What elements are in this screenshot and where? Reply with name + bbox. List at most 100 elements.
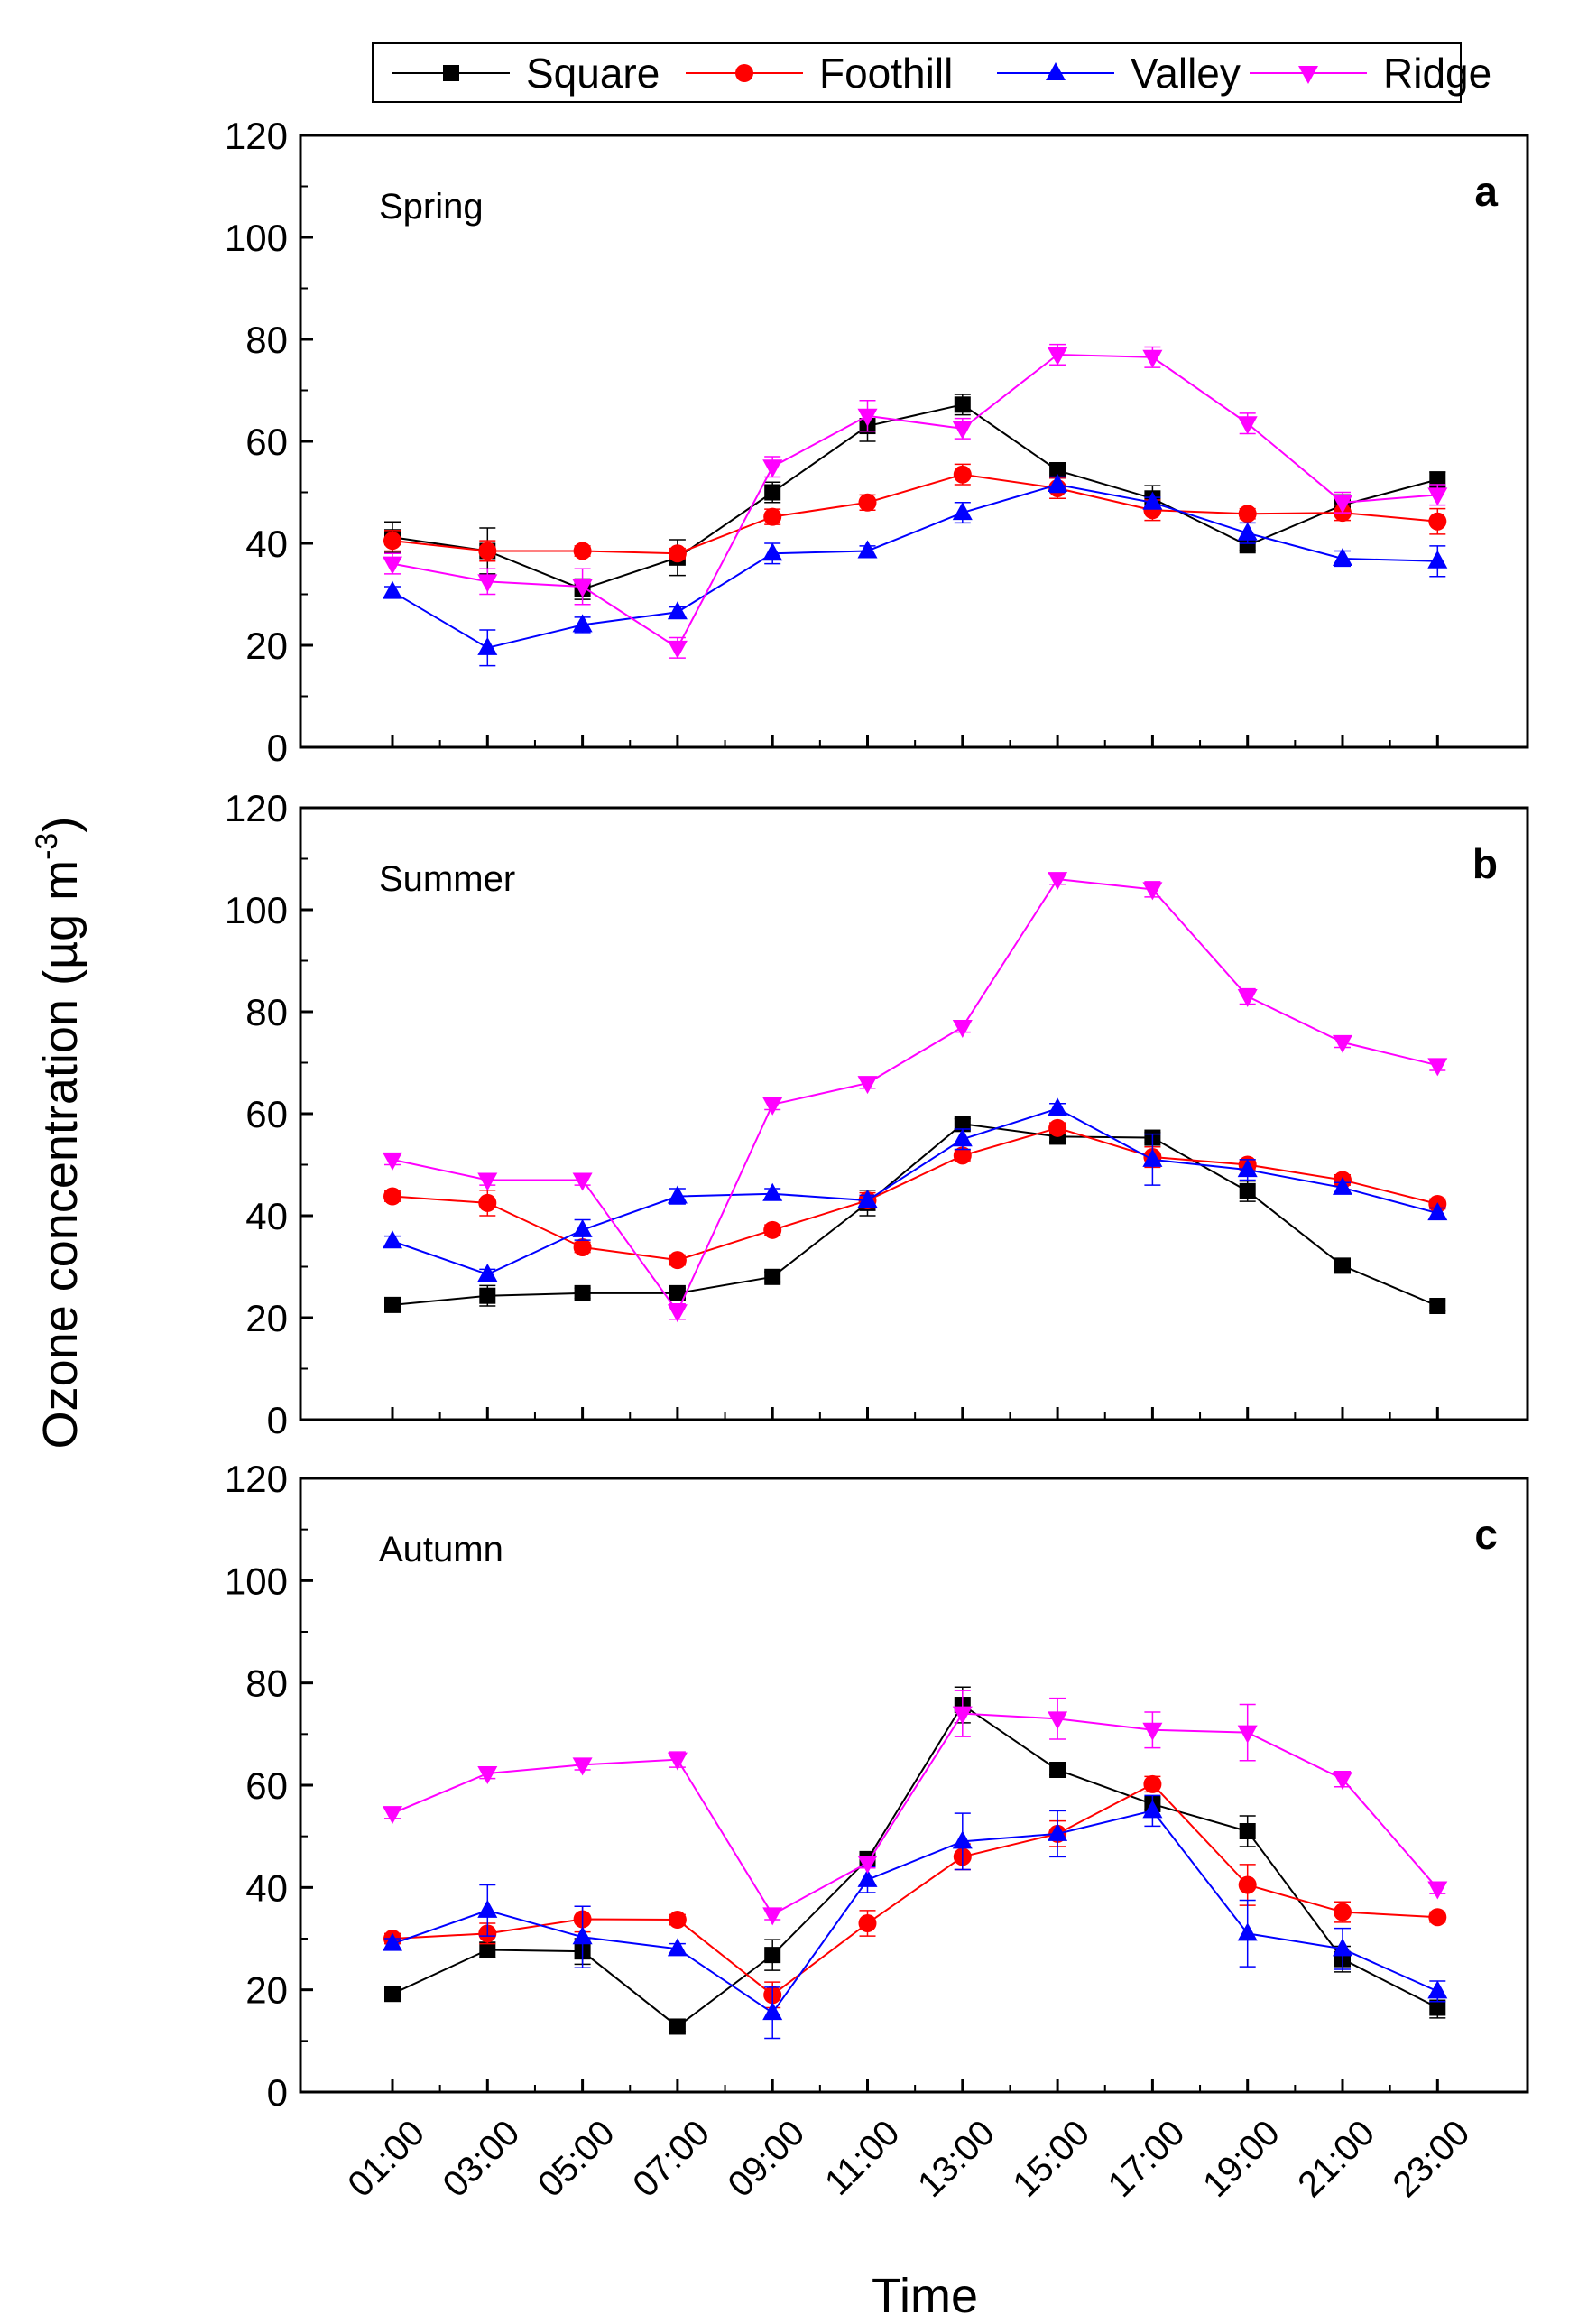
legend-entry-valley: Valley: [997, 50, 1241, 97]
legend-label: Square: [526, 50, 660, 97]
series-square: [384, 1686, 1446, 2035]
data-point: [383, 1932, 402, 1951]
data-point: [1427, 1058, 1448, 1077]
data-point: [764, 484, 781, 501]
data-point: [858, 1914, 877, 1932]
series-line: [392, 1782, 1438, 1996]
data-point: [857, 408, 878, 427]
data-point: [857, 1076, 878, 1095]
y-tick-label: 60: [245, 421, 288, 463]
data-point: [477, 636, 498, 655]
legend-entry-ridge: Ridge: [1250, 50, 1491, 97]
data-point: [572, 579, 593, 598]
legend-marker-circle: [735, 64, 753, 82]
series-line: [392, 1107, 1438, 1276]
data-point: [953, 465, 972, 484]
data-point: [667, 1752, 688, 1771]
data-point: [762, 459, 783, 478]
y-axis-label-main: Ozone concentration (µg m: [33, 860, 88, 1449]
legend-label: Valley: [1131, 50, 1241, 97]
data-point: [477, 1899, 498, 1918]
data-point: [764, 1268, 781, 1285]
data-point: [1142, 349, 1163, 368]
legend-marker-triangle-up: [1046, 62, 1066, 80]
data-point: [573, 1238, 592, 1257]
legend-label: Foothill: [819, 50, 953, 97]
data-point: [667, 1185, 688, 1204]
series-valley: [383, 1097, 1448, 1282]
data-point: [479, 1287, 496, 1304]
data-point: [952, 502, 973, 521]
panel-letter: b: [1472, 840, 1498, 887]
data-point: [478, 1193, 497, 1212]
series-line: [392, 1703, 1438, 2028]
data-point: [383, 1187, 401, 1206]
data-point: [574, 1284, 591, 1301]
data-point: [857, 1856, 878, 1875]
series-line: [392, 1810, 1438, 2014]
data-point: [383, 556, 402, 575]
y-tick-label: 120: [225, 787, 288, 829]
data-point: [857, 1868, 878, 1887]
series-line: [392, 473, 1438, 555]
y-tick-label: 80: [245, 1662, 288, 1705]
series-line: [392, 353, 1438, 650]
y-tick-label: 0: [267, 2071, 288, 2114]
data-point: [762, 1182, 783, 1201]
x-axis-label: Time: [872, 2269, 978, 2323]
data-point: [478, 542, 497, 560]
data-point: [1333, 1176, 1352, 1195]
data-point: [383, 1806, 402, 1825]
data-point: [762, 542, 783, 561]
season-label: Autumn: [379, 1530, 503, 1569]
data-point: [573, 542, 592, 560]
data-point: [1429, 471, 1446, 488]
y-axis-label-tail: ): [33, 817, 88, 833]
data-point: [1237, 416, 1258, 435]
data-point: [1334, 1257, 1351, 1274]
data-point: [1239, 1182, 1256, 1199]
data-point: [858, 493, 877, 512]
legend-label: Ridge: [1383, 50, 1491, 97]
data-point: [1048, 347, 1068, 366]
series-valley: [383, 474, 1448, 667]
data-point: [1238, 1875, 1257, 1894]
y-tick-label: 20: [245, 1297, 288, 1339]
data-point: [952, 1830, 973, 1849]
series-line: [392, 1712, 1439, 1916]
data-point: [669, 2018, 686, 2035]
y-tick-label: 100: [225, 217, 288, 259]
y-tick-label: 80: [245, 991, 288, 1033]
series-ridge: [383, 872, 1448, 1323]
data-point: [1239, 537, 1256, 554]
panel-a: 0 20 40 60 80 100 120 Spring a: [225, 115, 1529, 769]
data-point: [952, 1128, 973, 1147]
series-line: [392, 1123, 1438, 1307]
data-point: [1142, 1148, 1163, 1167]
data-point: [384, 1986, 401, 2003]
data-point: [477, 574, 498, 593]
y-tick-label: 100: [225, 889, 288, 931]
data-point: [383, 580, 402, 599]
data-point: [572, 1218, 593, 1237]
data-point: [762, 2002, 783, 2021]
data-point: [1049, 462, 1066, 479]
panel-letter: c: [1474, 1511, 1498, 1558]
data-point: [763, 507, 782, 526]
series-ridge: [383, 343, 1448, 659]
data-point: [1333, 1938, 1352, 1957]
y-tick-label: 20: [245, 1969, 288, 2012]
series-line: [392, 483, 1438, 649]
y-tick-label: 0: [267, 727, 288, 769]
data-point: [667, 601, 688, 620]
data-point: [1049, 1762, 1066, 1778]
data-point: [952, 1019, 973, 1038]
data-point: [669, 1284, 686, 1301]
data-point: [1142, 1722, 1163, 1741]
chart-panels: 0 20 40 60 80 100 120 Spring a 0 20 40 60 80 100 120 Sum…: [225, 115, 1529, 2114]
data-point: [383, 1152, 402, 1171]
y-tick-label: 100: [225, 1560, 288, 1602]
data-point: [1048, 1822, 1068, 1841]
legend-marker-triangle-down: [1298, 66, 1318, 84]
